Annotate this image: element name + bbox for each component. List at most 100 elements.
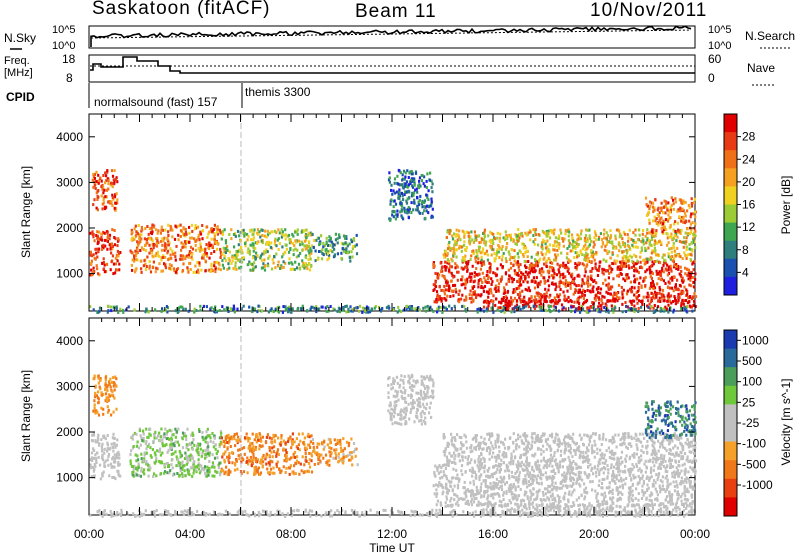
velocity-cell (268, 436, 271, 440)
power-cell (493, 259, 496, 263)
power-cell (627, 245, 630, 249)
power-cell (653, 239, 656, 243)
power-cell (604, 278, 607, 282)
velocity-cell (276, 460, 279, 464)
power-cell (490, 241, 493, 244)
power-cell (540, 273, 543, 277)
power-cell (541, 243, 544, 247)
power-cell (589, 283, 592, 287)
velocity-cell (158, 450, 161, 453)
power-cell (181, 245, 184, 249)
power-cell (338, 233, 341, 237)
power-cell (607, 310, 610, 314)
power-cell (468, 237, 471, 240)
power-cell (520, 232, 524, 236)
velocity-cell (354, 454, 357, 458)
power-cell (692, 201, 695, 205)
power-cell (447, 286, 451, 290)
power-cell (353, 239, 356, 242)
power-cell (677, 298, 680, 302)
velocity-cell (135, 466, 138, 470)
power-cell (501, 254, 504, 258)
power-cell (638, 233, 641, 237)
power-cell (538, 295, 541, 299)
velocity-cell (104, 437, 107, 441)
power-cell (540, 251, 543, 255)
velocity-cell (165, 432, 168, 436)
power-cell (286, 310, 290, 314)
power-cell (96, 267, 99, 271)
power-cell (674, 230, 677, 233)
power-cell (252, 231, 255, 235)
velocity-cell (310, 452, 313, 456)
power-cell (161, 243, 164, 247)
power-cell (409, 180, 412, 184)
velocity-cell (280, 436, 283, 440)
velocity-cell (181, 466, 184, 470)
velocity-cell (191, 456, 194, 460)
power-cell (334, 232, 337, 236)
power-cell (691, 249, 694, 253)
power-cell (262, 262, 265, 266)
power-cell (666, 243, 669, 247)
power-cell (617, 283, 621, 287)
power-cell (476, 261, 479, 265)
power-cell (487, 304, 490, 308)
power-cell (528, 264, 532, 267)
velocity-cell (186, 458, 189, 462)
power-cell (492, 242, 495, 245)
power-cell (530, 263, 533, 267)
power-cell (677, 295, 680, 299)
power-cell (645, 241, 648, 245)
velocity-cell (261, 435, 264, 439)
power-cell (393, 181, 396, 185)
power-cell (651, 272, 654, 276)
power-cell (520, 271, 523, 275)
power-cell (667, 252, 670, 256)
power-cell (672, 308, 675, 312)
power-cell (596, 274, 600, 277)
power-cell (548, 249, 551, 253)
power-cell (118, 262, 121, 266)
power-cell (261, 234, 264, 237)
velocity-cell (107, 397, 110, 401)
velocity-cell (105, 392, 108, 396)
power-cell (92, 175, 95, 178)
power-cell (373, 306, 376, 310)
power-cell (509, 233, 512, 237)
power-cell (148, 266, 151, 270)
power-cell (584, 258, 587, 262)
velocity-cell (104, 378, 107, 382)
power-cell (158, 254, 161, 258)
power-cell (649, 243, 653, 247)
power-cell (515, 303, 518, 307)
velocity-cell (202, 449, 205, 453)
power-cell (341, 246, 344, 250)
power-cell (324, 248, 327, 252)
power-cell (286, 308, 289, 312)
power-cell (392, 215, 395, 219)
power-cell (642, 295, 645, 299)
power-cell (482, 309, 486, 313)
power-cell (496, 231, 499, 235)
velocity-cell (185, 438, 188, 442)
velocity-cell (259, 471, 263, 475)
velocity-cell (258, 447, 261, 451)
power-cell (647, 246, 650, 250)
power-cell (491, 299, 494, 303)
power-cell (301, 242, 304, 246)
power-cell (684, 221, 687, 225)
power-cell (601, 271, 604, 274)
power-cell (588, 309, 591, 313)
power-cell (639, 250, 642, 254)
velocity-cell (103, 465, 107, 468)
velocity-cell (155, 474, 158, 478)
power-cell (469, 240, 472, 244)
power-cell (287, 261, 291, 265)
power-cell (95, 180, 98, 183)
power-cell (150, 227, 153, 231)
power-cell (569, 249, 572, 253)
power-cell (672, 237, 675, 241)
power-cell (499, 279, 502, 283)
power-cell (502, 236, 505, 240)
